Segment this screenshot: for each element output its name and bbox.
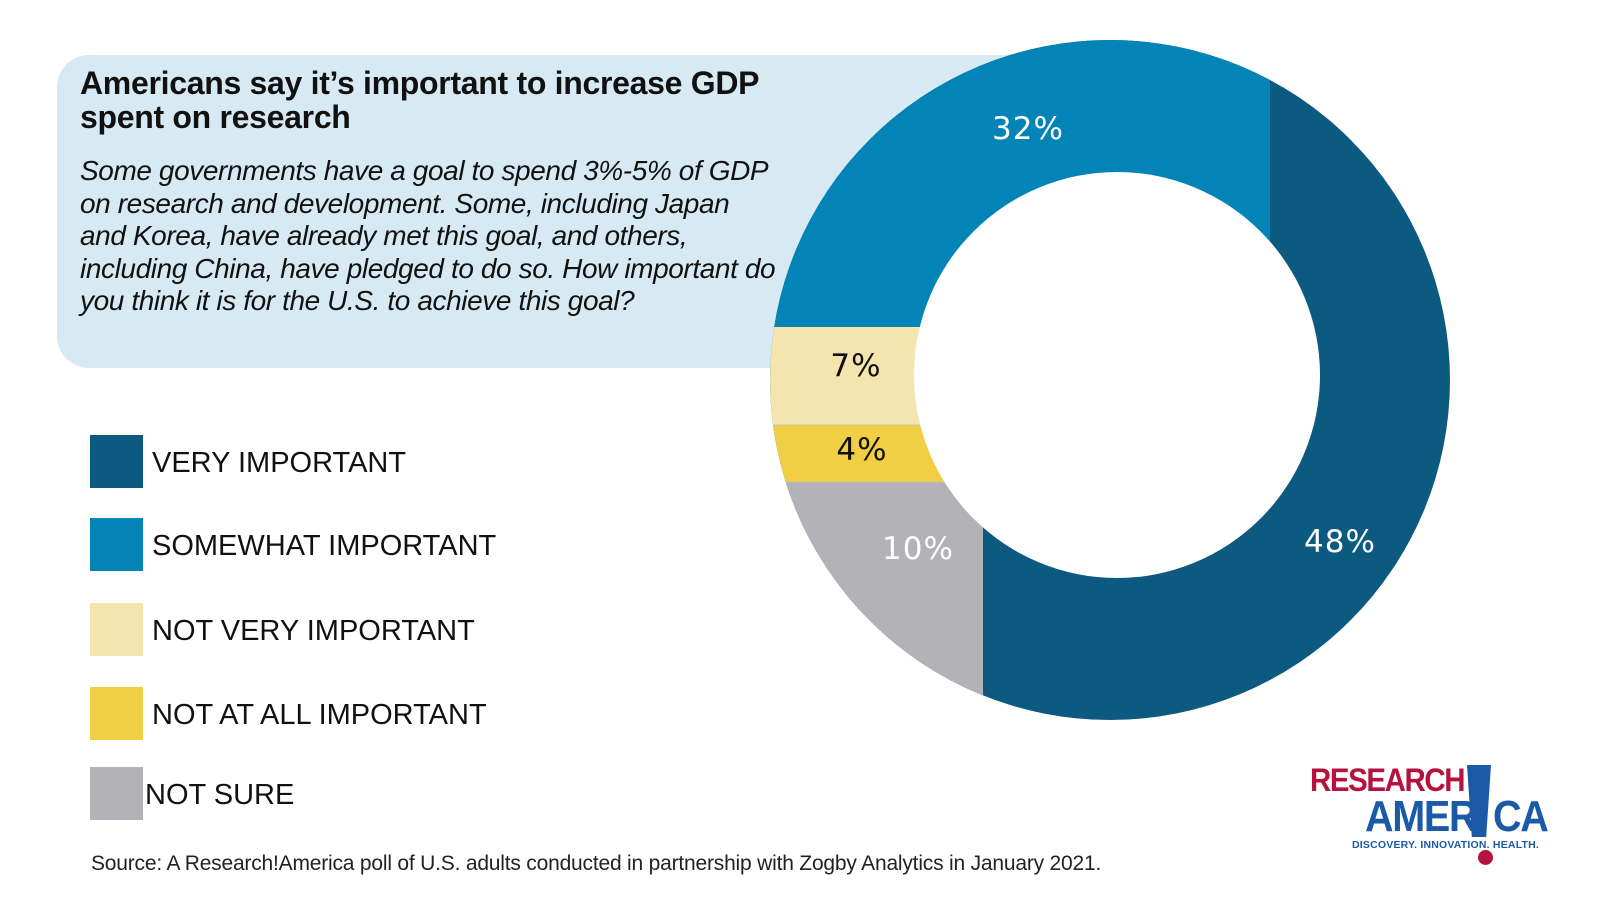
- data-label-not-at-all-important: 4%: [836, 432, 887, 468]
- logo-research-text: RESEARCH: [1310, 762, 1466, 798]
- legend-label: VERY IMPORTANT: [152, 447, 407, 479]
- legend-swatch: [90, 687, 143, 740]
- logo-ca-text: CA: [1493, 792, 1549, 841]
- source-note: Source: A Research!America poll of U.S. …: [91, 852, 1102, 875]
- legend-swatch: [90, 603, 143, 656]
- research-america-logo: RESEARCH AMER CA DISCOVERY. INNOVATION. …: [1305, 760, 1565, 875]
- legend-item-very-important: VERY IMPORTANT: [90, 435, 590, 488]
- donut-hole: [914, 172, 1320, 578]
- logo-amer-text: AMER: [1365, 792, 1478, 841]
- legend-label: SOMEWHAT IMPORTANT: [152, 530, 497, 562]
- legend-swatch: [90, 518, 143, 571]
- logo-tagline: DISCOVERY. INNOVATION. HEALTH.: [1352, 839, 1540, 851]
- legend-item-not-at-all-important: NOT AT ALL IMPORTANT: [90, 687, 590, 740]
- segment-not-sure: [770, 482, 983, 720]
- chart-title: Americans say it’s important to increase…: [80, 65, 759, 135]
- legend-label: NOT AT ALL IMPORTANT: [152, 699, 487, 731]
- logo-dot-icon: [1478, 850, 1493, 865]
- legend-item-not-sure: NOT SURE: [90, 767, 590, 820]
- legend-label: NOT VERY IMPORTANT: [152, 615, 475, 647]
- data-label-very-important: 48%: [1304, 524, 1376, 560]
- legend-item-not-very-important: NOT VERY IMPORTANT: [90, 603, 590, 656]
- data-label-not-very-important: 7%: [830, 348, 881, 384]
- legend-swatch: [90, 767, 143, 820]
- legend-item-somewhat-important: SOMEWHAT IMPORTANT: [90, 518, 590, 571]
- legend-swatch: [90, 435, 143, 488]
- survey-question: Some governments have a goal to spend 3%…: [80, 155, 776, 316]
- data-label-not-sure: 10%: [882, 531, 954, 567]
- data-label-somewhat-important: 32%: [992, 111, 1064, 147]
- legend-label: NOT SURE: [145, 779, 295, 811]
